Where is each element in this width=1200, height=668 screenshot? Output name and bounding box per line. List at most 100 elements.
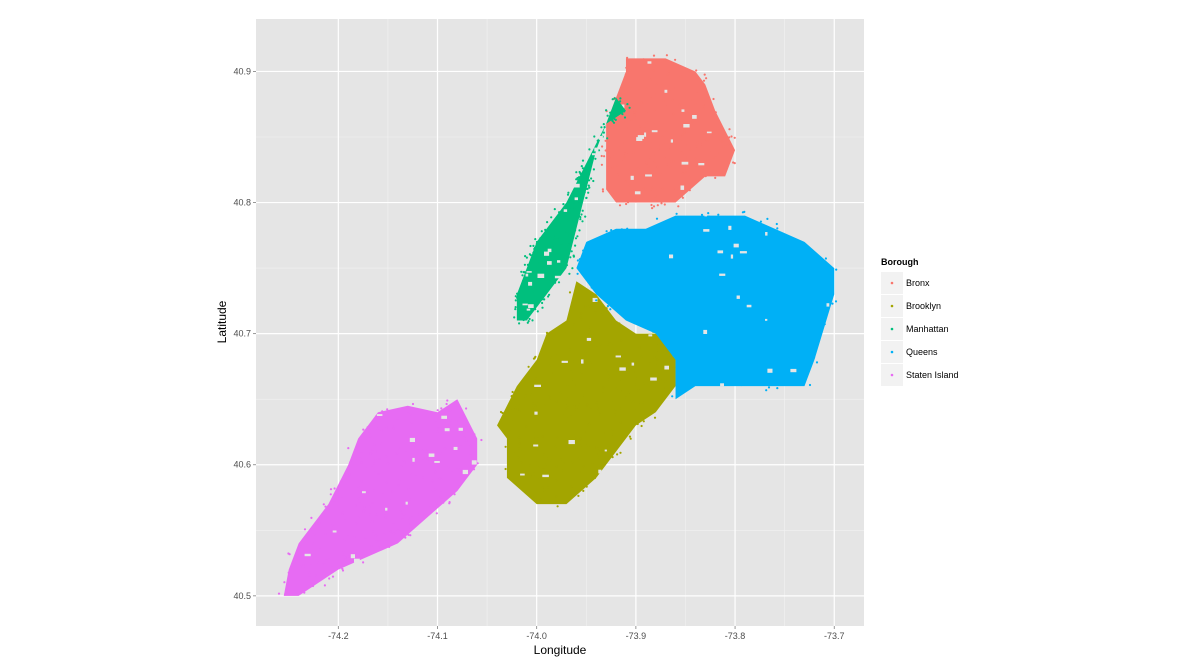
data-point bbox=[517, 447, 521, 450]
data-point bbox=[350, 550, 353, 553]
data-point bbox=[431, 504, 434, 507]
data-point bbox=[728, 237, 731, 240]
data-point bbox=[772, 336, 775, 339]
data-point bbox=[546, 228, 550, 231]
data-point bbox=[823, 323, 826, 326]
data-point bbox=[664, 103, 668, 106]
data-point bbox=[413, 444, 417, 447]
data-point bbox=[419, 430, 422, 433]
data-point bbox=[618, 204, 622, 207]
data-point bbox=[576, 272, 579, 275]
data-point bbox=[630, 137, 633, 140]
data-point bbox=[759, 296, 762, 299]
data-point bbox=[609, 308, 612, 311]
data-point bbox=[287, 571, 290, 574]
data-point bbox=[621, 189, 624, 192]
data-point bbox=[549, 225, 552, 228]
gap bbox=[586, 337, 592, 341]
data-point bbox=[442, 501, 445, 504]
data-point bbox=[604, 149, 607, 152]
y-tick-label: 40.6 bbox=[233, 460, 251, 470]
data-point bbox=[602, 123, 605, 126]
data-point bbox=[681, 172, 685, 175]
data-point bbox=[670, 310, 673, 313]
legend-swatch bbox=[890, 281, 894, 285]
data-point bbox=[558, 237, 561, 240]
data-point bbox=[606, 147, 609, 150]
data-point bbox=[556, 505, 559, 508]
data-point bbox=[550, 246, 553, 249]
data-point bbox=[357, 485, 360, 488]
data-point bbox=[747, 340, 750, 343]
data-point bbox=[601, 313, 604, 316]
data-point bbox=[580, 371, 584, 374]
data-point bbox=[392, 532, 396, 535]
data-point bbox=[576, 445, 579, 448]
data-point bbox=[367, 492, 370, 495]
data-point bbox=[693, 317, 696, 320]
data-point bbox=[551, 244, 555, 247]
data-point bbox=[518, 410, 521, 413]
gap bbox=[534, 411, 538, 415]
y-axis-ticks: 40.5 40.6 40.7 40.8 40.9 bbox=[233, 66, 256, 601]
data-point bbox=[347, 447, 350, 450]
data-point bbox=[642, 58, 645, 61]
data-point bbox=[685, 79, 688, 82]
data-point bbox=[359, 457, 362, 460]
data-point bbox=[566, 421, 569, 424]
data-point bbox=[344, 556, 347, 559]
data-point bbox=[737, 225, 740, 228]
data-point bbox=[451, 469, 454, 472]
data-point bbox=[385, 426, 388, 429]
data-point bbox=[445, 402, 448, 406]
gap bbox=[544, 251, 550, 256]
data-point bbox=[564, 263, 567, 266]
gap bbox=[634, 191, 641, 195]
data-point bbox=[600, 126, 603, 129]
data-point bbox=[662, 99, 665, 102]
data-point bbox=[516, 408, 520, 411]
data-point bbox=[610, 322, 613, 325]
data-point bbox=[733, 331, 736, 334]
data-point bbox=[691, 98, 694, 101]
data-point bbox=[669, 356, 672, 359]
data-point bbox=[432, 481, 435, 484]
data-point bbox=[807, 368, 810, 371]
data-point bbox=[619, 451, 622, 454]
data-point bbox=[516, 300, 520, 303]
data-point bbox=[566, 404, 569, 407]
data-point bbox=[531, 268, 535, 271]
data-point bbox=[779, 357, 782, 360]
data-point bbox=[407, 488, 410, 491]
gap bbox=[522, 303, 528, 306]
gap bbox=[637, 135, 644, 139]
data-point bbox=[329, 488, 333, 491]
data-point bbox=[586, 424, 589, 427]
data-point bbox=[658, 121, 661, 124]
gap bbox=[525, 273, 529, 277]
data-point bbox=[650, 373, 653, 376]
data-point bbox=[656, 349, 659, 352]
data-point bbox=[610, 303, 613, 306]
gap bbox=[528, 281, 533, 286]
data-point bbox=[673, 303, 676, 307]
data-point bbox=[613, 111, 616, 115]
data-point bbox=[775, 310, 778, 314]
data-point bbox=[499, 410, 503, 414]
gap bbox=[706, 131, 712, 134]
data-point bbox=[568, 291, 572, 294]
data-point bbox=[659, 263, 662, 266]
data-point bbox=[518, 322, 521, 325]
data-point bbox=[738, 371, 741, 374]
data-point bbox=[440, 452, 443, 455]
data-point bbox=[548, 278, 552, 281]
data-point bbox=[543, 489, 546, 492]
data-point bbox=[600, 163, 604, 166]
data-point bbox=[622, 89, 625, 92]
data-point bbox=[660, 362, 664, 365]
data-point bbox=[588, 186, 591, 189]
gap bbox=[350, 554, 355, 559]
data-point bbox=[546, 486, 550, 489]
data-point bbox=[614, 408, 617, 411]
data-point bbox=[711, 277, 714, 280]
